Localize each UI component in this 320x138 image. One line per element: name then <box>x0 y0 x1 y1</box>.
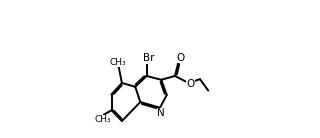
Text: CH₃: CH₃ <box>94 115 111 124</box>
Text: CH₃: CH₃ <box>109 58 126 67</box>
Text: Br: Br <box>143 53 154 63</box>
Text: O: O <box>177 53 185 63</box>
Text: O: O <box>187 79 195 89</box>
Text: N: N <box>157 108 165 118</box>
